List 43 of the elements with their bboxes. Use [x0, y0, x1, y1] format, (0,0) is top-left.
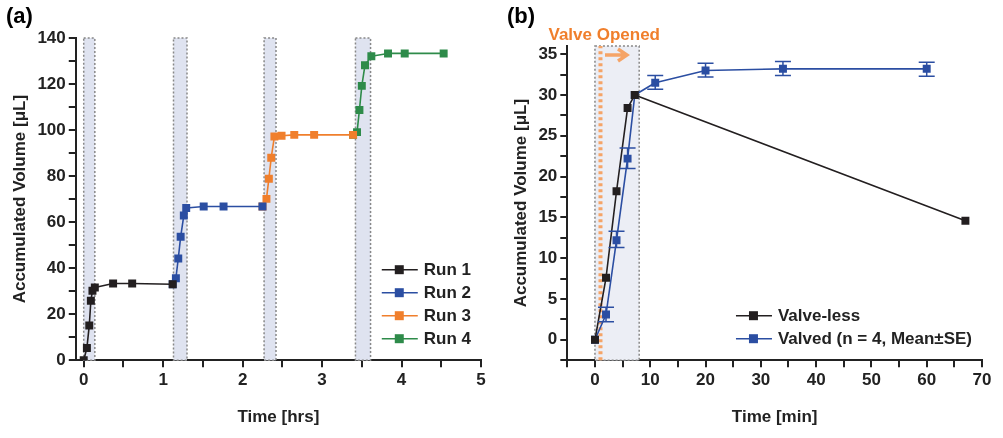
x-tick-label: 4 — [396, 370, 407, 390]
legend-label: Valve-less — [777, 306, 861, 326]
y-axis-title: Accumulated Volume [μL] — [510, 98, 530, 308]
x-tick-label: 40 — [806, 370, 826, 390]
y-tick-label: 120 — [37, 73, 66, 93]
y-tick-label: 5 — [547, 288, 558, 308]
y-axis-title: Accumulated Volume [μL] — [9, 94, 29, 304]
x-tick-label: 60 — [917, 370, 937, 390]
x-axis-title: Time [hrs] — [237, 407, 320, 427]
y-tick-label: 0 — [56, 349, 66, 369]
y-tick-label: 40 — [46, 257, 66, 277]
x-tick-label: 30 — [751, 370, 771, 390]
x-tick-label: 20 — [696, 370, 715, 390]
y-tick-label: 35 — [538, 43, 558, 63]
x-tick-label: 2 — [237, 370, 248, 390]
x-tick-label: 10 — [640, 370, 660, 390]
legend-label: Run 1 — [423, 260, 472, 280]
y-tick-label: 10 — [538, 247, 558, 267]
y-tick-label: 80 — [46, 165, 66, 185]
legend-label: Run 3 — [423, 306, 472, 326]
ref-line-label: Valve Opened — [548, 25, 660, 44]
x-tick-label: 1 — [158, 370, 168, 390]
y-tick-label: 20 — [46, 303, 66, 323]
y-tick-label: 30 — [538, 84, 558, 104]
chart-title: (a) — [6, 3, 33, 29]
y-tick-label: 60 — [46, 211, 66, 231]
y-tick-label: 100 — [37, 119, 66, 139]
x-tick-label: 0 — [590, 370, 600, 390]
y-tick-label: 140 — [37, 27, 66, 47]
y-tick-label: 0 — [547, 329, 558, 349]
x-tick-label: 50 — [861, 370, 881, 390]
chart-title: (b) — [507, 3, 536, 29]
y-tick-label: 15 — [538, 207, 558, 227]
legend-label: Run 2 — [423, 283, 472, 303]
legend-label: Run 4 — [423, 329, 472, 349]
y-tick-label: 20 — [538, 166, 558, 186]
y-tick-label: 25 — [538, 125, 558, 145]
legend-label: Valved (n = 4, Mean±SE) — [777, 329, 973, 349]
x-tick-label: 70 — [972, 370, 992, 390]
x-tick-label: 3 — [317, 370, 327, 390]
x-tick-label: 5 — [476, 370, 486, 390]
x-tick-label: 0 — [78, 370, 89, 390]
x-axis-title: Time [min] — [731, 407, 818, 427]
